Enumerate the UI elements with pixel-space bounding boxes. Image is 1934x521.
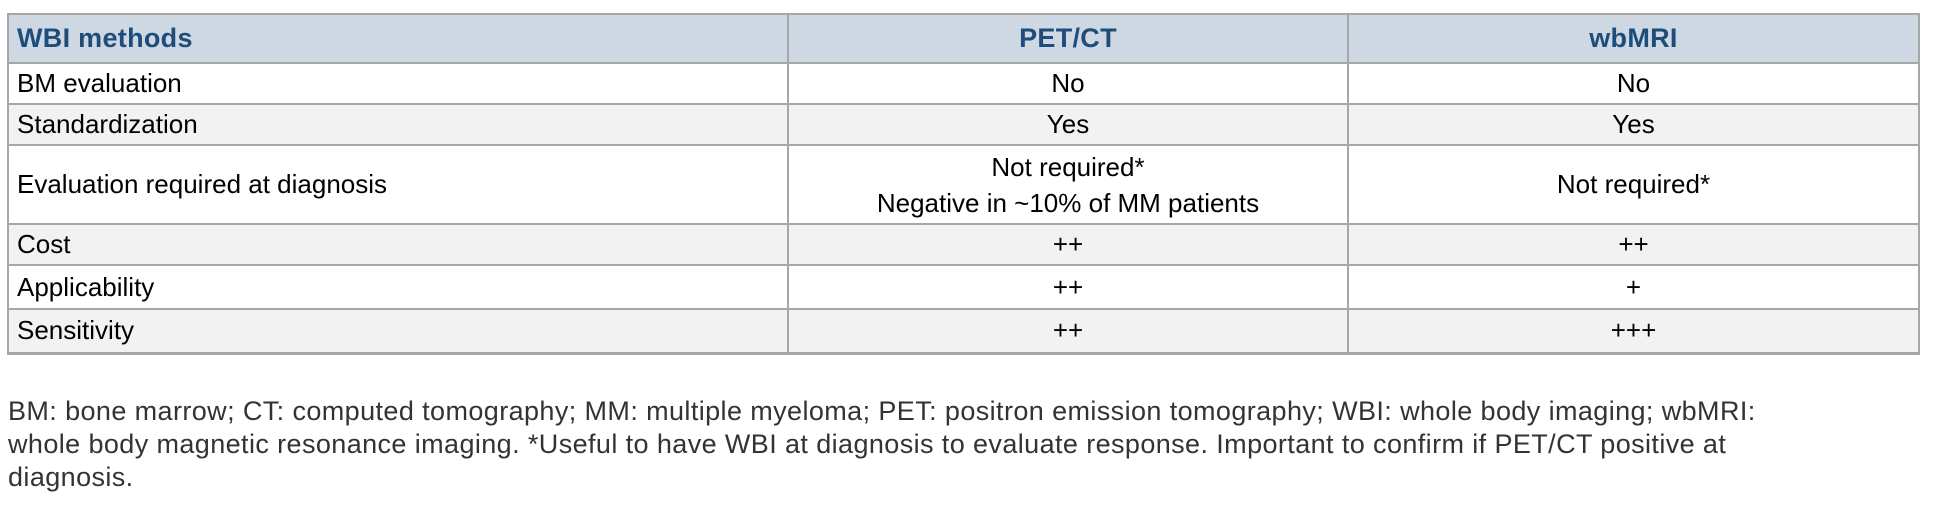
table-row: Cost ++ ++ — [7, 223, 1920, 266]
column-header-wbmri: wbMRI — [1347, 13, 1920, 64]
cell-petct: ++ — [787, 308, 1349, 354]
wbi-comparison-table: WBI methods PET/CT wbMRI BM evaluation N… — [7, 13, 1920, 355]
cell-wbmri: ++ — [1347, 223, 1920, 266]
footnote-line-3: diagnosis. — [8, 461, 134, 492]
column-header-petct: PET/CT — [787, 13, 1349, 64]
cell-wbmri: +++ — [1347, 308, 1920, 354]
header-row: WBI methods PET/CT wbMRI — [7, 13, 1920, 64]
footnote-line-2: whole body magnetic resonance imaging. *… — [8, 428, 1727, 459]
cell-wbmri: No — [1347, 62, 1920, 105]
row-label: Cost — [7, 223, 789, 266]
table-row: Evaluation required at diagnosis Not req… — [7, 144, 1920, 225]
cell-wbmri: Not required* — [1347, 144, 1920, 225]
row-label: Standardization — [7, 103, 789, 146]
cell-wbmri: Yes — [1347, 103, 1920, 146]
cell-petct-line1: Not required* — [991, 151, 1145, 182]
column-header-wbi-methods: WBI methods — [7, 13, 789, 64]
cell-petct-line2: Negative in ~10% of MM patients — [876, 187, 1260, 218]
table-row: Applicability ++ + — [7, 264, 1920, 310]
footnote-text: BM: bone marrow; CT: computed tomography… — [8, 395, 1930, 494]
row-label: BM evaluation — [7, 62, 789, 105]
cell-petct: No — [787, 62, 1349, 105]
table-row: BM evaluation No No — [7, 62, 1920, 105]
row-label: Sensitivity — [7, 308, 789, 354]
table-row: Sensitivity ++ +++ — [7, 308, 1920, 354]
table-header: WBI methods PET/CT wbMRI — [7, 13, 1920, 64]
cell-petct: ++ — [787, 264, 1349, 310]
cell-petct: ++ — [787, 223, 1349, 266]
cell-petct: Not required* Negative in ~10% of MM pat… — [787, 144, 1349, 225]
cell-petct: Yes — [787, 103, 1349, 146]
cell-wbmri: + — [1347, 264, 1920, 310]
table-row: Standardization Yes Yes — [7, 103, 1920, 146]
row-label: Evaluation required at diagnosis — [7, 144, 789, 225]
footnote-line-1: BM: bone marrow; CT: computed tomography… — [8, 395, 1756, 426]
row-label: Applicability — [7, 264, 789, 310]
